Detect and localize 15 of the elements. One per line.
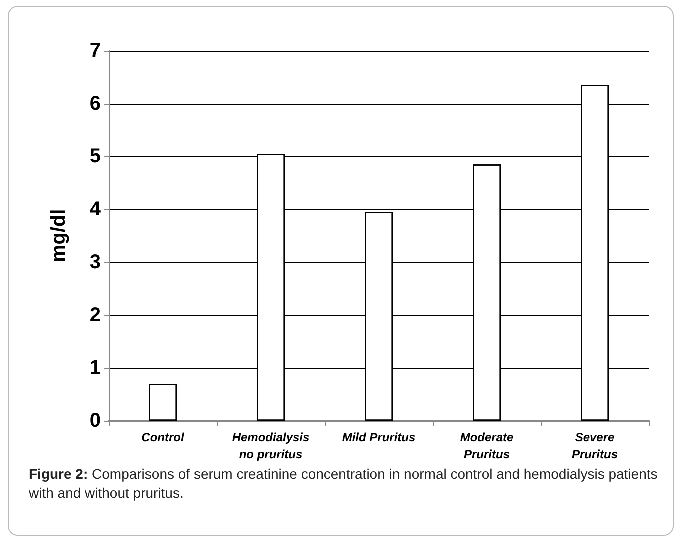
y-axis-title: mg/dl bbox=[48, 209, 70, 263]
y-tick-label: 0 bbox=[90, 410, 101, 432]
y-tick-label: 3 bbox=[90, 251, 101, 274]
y-tick-label: 1 bbox=[90, 357, 101, 380]
y-tick-label: 6 bbox=[90, 92, 101, 115]
x-tick-label: Severe Pruritus bbox=[572, 430, 618, 462]
y-tick-label: 4 bbox=[90, 198, 102, 221]
y-tick-label: 2 bbox=[90, 304, 101, 326]
y-tick-label: 7 bbox=[90, 40, 101, 62]
caption: Figure 2: Comparisons of serum creatinine concentration in normal control and hemodialysis patients with and without pruritus. bbox=[29, 465, 659, 503]
x-tick-label: Moderate Pruritus bbox=[460, 430, 514, 462]
x-tick-label: Mild Pruritus bbox=[342, 430, 416, 444]
y-tick-label: 5 bbox=[90, 146, 101, 168]
x-tick-label: Control bbox=[142, 430, 185, 444]
x-tick-label: Hemodialysis no pruritus bbox=[232, 430, 310, 462]
